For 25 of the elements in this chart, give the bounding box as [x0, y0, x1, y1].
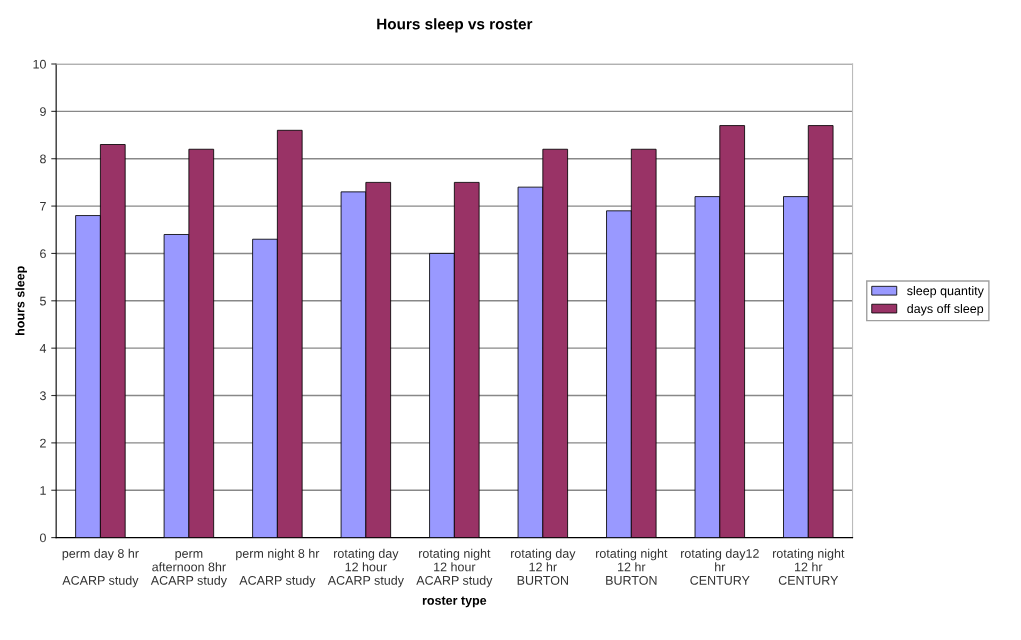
y-tick-label: 2 — [40, 438, 46, 448]
y-tick-label: 8 — [40, 154, 46, 164]
y-tick-label: 5 — [39, 296, 46, 306]
legend-label: days off sleep — [907, 303, 984, 316]
category-label: perm night 8 hr ACARP study — [236, 548, 320, 588]
y-tick-label: 4 — [39, 344, 47, 353]
x-tick-label: rotating night 12 hr CENTURY — [772, 548, 845, 585]
y-tick-label: 9 — [40, 107, 46, 117]
x-tick-label: rotating day 12 hour ACARP study — [327, 548, 404, 588]
x-tick-label: rotating night 12 hour ACARP study — [416, 548, 493, 588]
y-tick-label: 6 — [40, 249, 46, 259]
y-tick-label: 0 — [39, 533, 46, 543]
y-tick-label: 1 — [40, 486, 46, 495]
y-tick-label: 3 — [39, 391, 46, 401]
chart-title: Hours sleep vs roster — [377, 18, 533, 33]
x-tick-label: rotating night 12 hr BURTON — [596, 548, 668, 585]
x-tick-label: perm afternoon 8hr ACARP study — [150, 551, 227, 588]
legend-label: sleep quantity — [907, 286, 984, 298]
y-axis-title: hours sleep — [15, 266, 27, 335]
x-tick-label: rotating day 12 hr BURTON — [511, 548, 576, 585]
y-tick-label: 10 — [33, 59, 46, 69]
x-tick-label: rotating day12 hr CENTURY — [681, 548, 759, 585]
category-label: perm day 8 hr ACARP study — [62, 548, 139, 588]
x-axis-title: roster type — [422, 596, 487, 608]
y-tick-label: 7 — [40, 202, 46, 211]
